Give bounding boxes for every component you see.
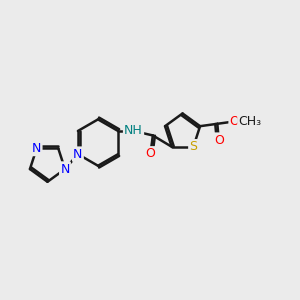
Text: O: O xyxy=(214,134,224,147)
Text: NH: NH xyxy=(124,124,143,137)
Text: N: N xyxy=(60,163,70,176)
Text: S: S xyxy=(189,140,197,153)
Text: N: N xyxy=(73,148,83,161)
Text: O: O xyxy=(146,147,155,161)
Text: CH₃: CH₃ xyxy=(238,115,262,128)
Text: N: N xyxy=(32,142,41,155)
Text: O: O xyxy=(230,115,239,128)
